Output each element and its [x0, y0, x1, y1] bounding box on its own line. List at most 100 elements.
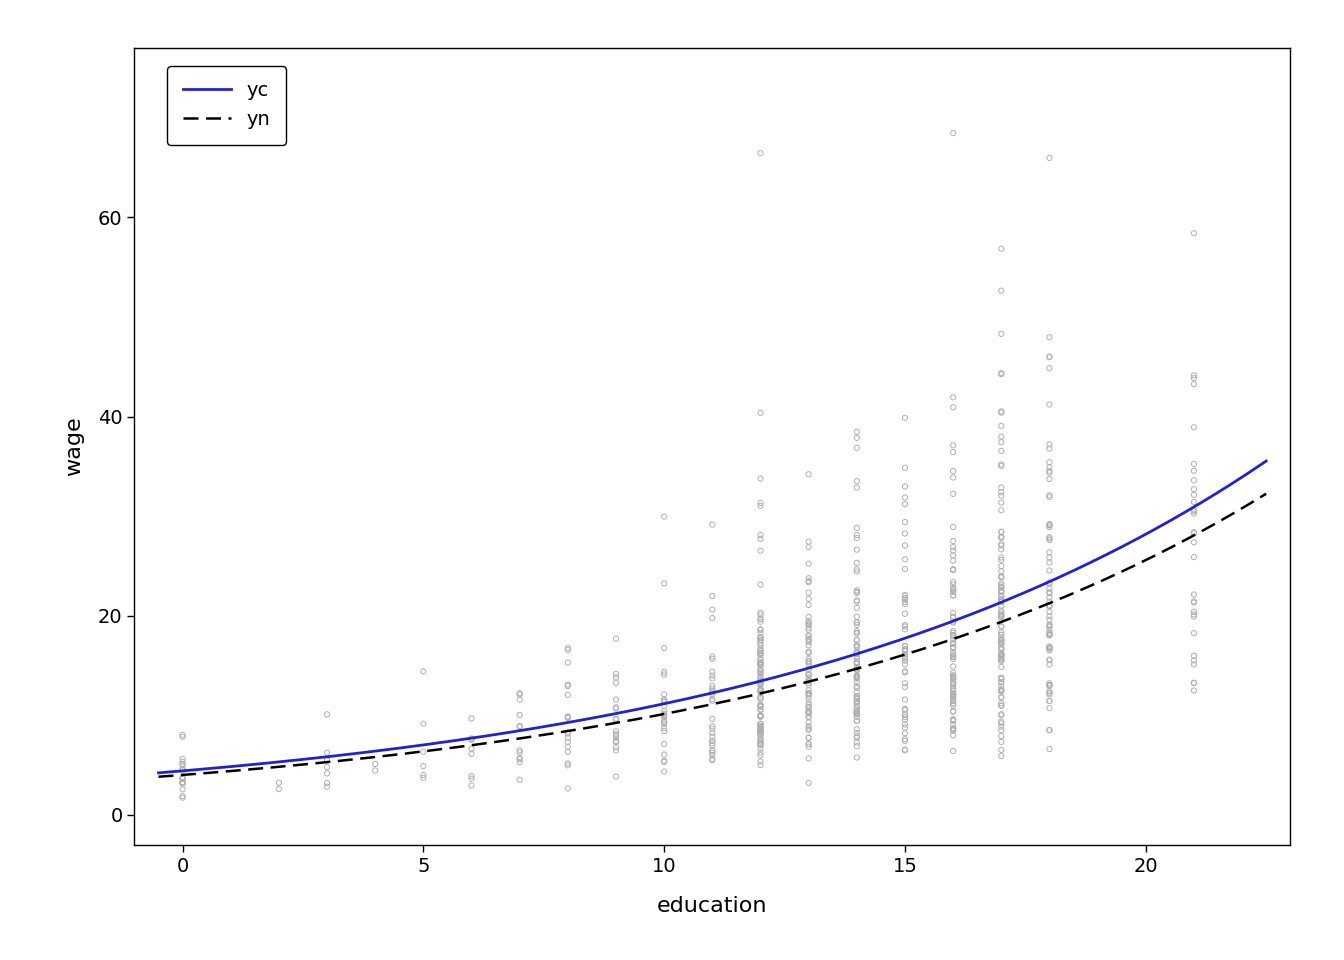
Point [1039, 625, 1060, 640]
Point [991, 529, 1012, 544]
Point [750, 527, 771, 542]
Point [750, 607, 771, 622]
Point [750, 405, 771, 420]
Point [750, 722, 771, 737]
Point [1039, 686, 1060, 702]
Point [798, 655, 820, 670]
Point [942, 548, 964, 564]
Point [702, 718, 723, 733]
Point [942, 628, 964, 643]
Point [894, 707, 915, 722]
Point [798, 615, 820, 631]
Point [798, 706, 820, 721]
Point [991, 593, 1012, 609]
Point [1039, 622, 1060, 637]
Point [847, 430, 868, 445]
Point [750, 745, 771, 760]
Point [702, 664, 723, 680]
Point [991, 457, 1012, 472]
Point [798, 573, 820, 588]
Point [991, 636, 1012, 652]
Point [991, 569, 1012, 585]
Point [991, 698, 1012, 713]
Point [991, 660, 1012, 675]
Point [605, 675, 626, 690]
Point [1039, 598, 1060, 613]
Point [605, 711, 626, 727]
Point [991, 559, 1012, 574]
Point [750, 643, 771, 659]
Point [991, 605, 1012, 620]
Point [653, 509, 675, 524]
Point [991, 588, 1012, 604]
Point [894, 651, 915, 666]
Point [1039, 599, 1060, 614]
Point [894, 703, 915, 718]
Point [991, 538, 1012, 553]
Point [991, 458, 1012, 473]
Point [750, 724, 771, 739]
Point [991, 607, 1012, 622]
Point [1039, 455, 1060, 470]
Point [172, 790, 194, 805]
Point [991, 283, 1012, 299]
Point [942, 534, 964, 549]
Point [798, 670, 820, 685]
Point [1183, 676, 1204, 691]
Point [750, 674, 771, 689]
Point [894, 653, 915, 668]
Point [750, 622, 771, 637]
Point [1039, 693, 1060, 708]
Point [942, 486, 964, 501]
Point [798, 633, 820, 648]
Point [847, 726, 868, 741]
Point [653, 576, 675, 591]
Point [798, 697, 820, 712]
Point [798, 644, 820, 660]
Point [1183, 683, 1204, 698]
Point [991, 650, 1012, 665]
Point [605, 711, 626, 727]
Point [1183, 502, 1204, 517]
Point [1183, 657, 1204, 672]
Point [1039, 396, 1060, 412]
Point [1039, 628, 1060, 643]
Point [991, 708, 1012, 723]
Point [1039, 701, 1060, 716]
Point [942, 671, 964, 686]
Point [1039, 490, 1060, 505]
Point [942, 712, 964, 728]
Point [847, 734, 868, 750]
Point [653, 708, 675, 723]
Point [991, 723, 1012, 738]
Point [991, 564, 1012, 579]
Point [750, 612, 771, 627]
Point [798, 685, 820, 701]
Point [798, 585, 820, 600]
Point [750, 651, 771, 666]
Point [894, 538, 915, 553]
Point [702, 745, 723, 760]
Point [750, 676, 771, 691]
Point [894, 588, 915, 603]
Point [653, 664, 675, 680]
Point [894, 733, 915, 749]
Point [847, 656, 868, 671]
Point [942, 584, 964, 599]
Point [750, 643, 771, 659]
Point [1183, 653, 1204, 668]
Point [1039, 628, 1060, 643]
Point [847, 542, 868, 558]
Point [847, 706, 868, 721]
Y-axis label: wage: wage [65, 417, 85, 476]
Point [847, 703, 868, 718]
Point [991, 578, 1012, 593]
Point [847, 669, 868, 684]
Point [942, 723, 964, 738]
Point [702, 711, 723, 727]
Point [942, 671, 964, 686]
Point [1039, 657, 1060, 672]
Point [702, 753, 723, 768]
Point [847, 703, 868, 718]
Point [847, 625, 868, 640]
